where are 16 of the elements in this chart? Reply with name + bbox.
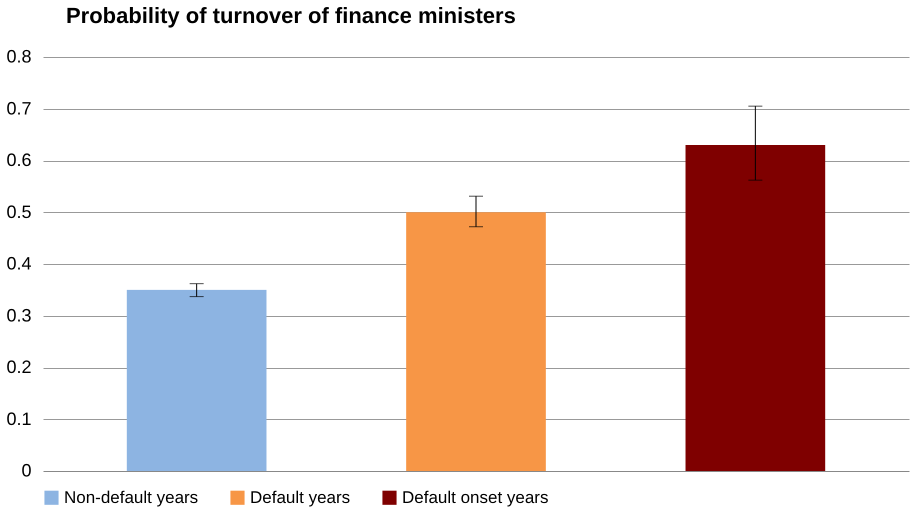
- y-tick-label: 0.1: [6, 408, 32, 429]
- y-tick-label: 0.8: [6, 46, 32, 66]
- y-tick-label: 0.4: [6, 254, 32, 274]
- legend-label: Default years: [250, 488, 350, 507]
- y-tick-label: 0: [21, 460, 32, 480]
- y-tick-label: 0.2: [6, 357, 32, 377]
- y-tick-label: 0.3: [6, 305, 32, 326]
- y-tick-label: 0.5: [6, 202, 32, 222]
- y-tick-label: 0.6: [6, 150, 32, 170]
- bar: [406, 212, 546, 471]
- bar: [126, 290, 266, 471]
- y-tick-label: 0.7: [6, 98, 32, 118]
- chart-title: Probability of turnover of finance ministers: [66, 3, 516, 28]
- legend-label: Default onset years: [402, 488, 548, 507]
- legend-label: Non-default years: [64, 488, 198, 507]
- bar: [686, 144, 826, 471]
